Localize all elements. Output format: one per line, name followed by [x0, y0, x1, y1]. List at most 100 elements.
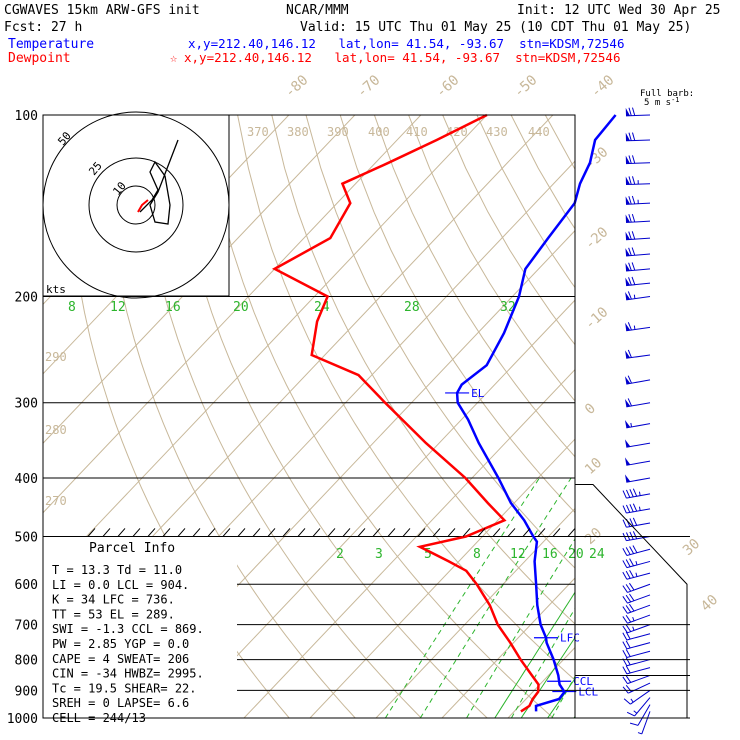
isotherm-line	[243, 368, 575, 718]
wind-barb	[624, 375, 651, 385]
dry-adiabat-label: 380	[287, 125, 309, 139]
freezing-level-hatch	[162, 528, 171, 537]
freezing-level-hatch	[372, 528, 381, 537]
hodograph-trace	[139, 139, 179, 225]
mixing-ratio-label: 28	[404, 300, 420, 315]
parcel-info-row: Tc = 19.5 SHEAR= 22.	[52, 681, 197, 695]
mixing-ratio-label: 2	[336, 547, 344, 562]
parcel-info-row: CAPE = 4 SWEAT= 206	[52, 652, 189, 666]
legend-dewpoint: Dewpoint	[8, 51, 71, 66]
mixing-ratio-label: 5	[424, 547, 432, 562]
freezing-level-hatch	[267, 528, 276, 537]
moist-adiabat-line	[520, 636, 575, 718]
wind-barb	[622, 624, 651, 634]
mixing-ratio-label: 12	[510, 547, 526, 562]
freezing-level-hatch	[537, 528, 546, 537]
freezing-level-hatch	[147, 528, 156, 537]
dry-adiabat-line	[168, 115, 488, 718]
wind-barb	[625, 231, 651, 241]
wind-barb	[623, 689, 651, 705]
mixing-ratio-line	[605, 478, 737, 718]
mixing-ratio-label: 24	[589, 547, 605, 562]
dry-adiabat-line	[305, 115, 575, 569]
isotherm-label: -20	[582, 224, 612, 253]
moist-adiabat-line	[600, 115, 740, 718]
freezing-level-hatch	[342, 528, 351, 537]
moist-adiabat-line	[653, 115, 740, 718]
wind-barb	[622, 665, 651, 675]
freezing-level-hatch	[552, 528, 561, 537]
org-title: NCAR/MMM	[286, 3, 349, 18]
freezing-level-hatch	[312, 528, 321, 537]
dry-adiabat-label: 400	[368, 125, 390, 139]
barb-note-unit: 5 m s	[644, 98, 671, 108]
wind-barb	[624, 439, 651, 448]
moist-adiabat-line	[573, 715, 575, 718]
pressure-tick-label: 600	[15, 578, 38, 593]
wind-barb	[625, 291, 651, 301]
pressure-tick-label: 700	[15, 619, 38, 634]
dry-adiabat-line	[648, 115, 740, 718]
dry-adiabat-line	[202, 115, 554, 718]
wind-barb	[624, 474, 651, 483]
freezing-level-hatch	[87, 528, 96, 537]
mixing-ratio-line	[384, 477, 540, 718]
pressure-tick-label: 400	[15, 472, 38, 487]
freezing-level-hatch	[132, 528, 141, 537]
dry-adiabat-label: 280	[45, 423, 67, 437]
wind-barb	[625, 213, 651, 223]
dry-adiabat-line	[373, 115, 575, 458]
dry-adiabat-line	[580, 115, 740, 718]
parcel-info-title: Parcel Info	[89, 541, 175, 556]
dry-adiabat-line	[510, 115, 575, 230]
wind-barb	[622, 614, 651, 624]
wind-barb	[637, 711, 651, 735]
wind-barb	[624, 398, 651, 408]
parcel-info-row: TT = 53 EL = 289.	[52, 607, 175, 621]
wind-barb	[624, 419, 651, 429]
wind-barb	[625, 262, 651, 272]
level-label-el: EL	[471, 387, 485, 400]
wind-barb	[622, 503, 651, 514]
legend-temperature: Temperature	[8, 37, 94, 52]
isotherm-label: -80	[282, 72, 312, 101]
mixing-ratio-line	[642, 478, 740, 718]
wind-barb	[626, 697, 651, 717]
wind-barb	[624, 457, 651, 466]
mixing-ratio-label: 16	[165, 300, 181, 315]
hodograph-ring-25	[88, 157, 184, 253]
mixing-ratio-label: 20	[233, 300, 249, 315]
wind-barb	[622, 558, 651, 569]
pressure-tick-label: 100	[15, 109, 38, 124]
init-time: Init: 12 UTC Wed 30 Apr 25	[517, 3, 721, 18]
freezing-level-hatch	[117, 528, 126, 537]
isotherm-label: -10	[582, 304, 612, 333]
mixing-ratio-line	[582, 478, 717, 718]
freezing-level-hatch	[402, 528, 411, 537]
isotherm-line	[177, 299, 575, 718]
pressure-tick-label: 1000	[7, 712, 38, 727]
dry-adiabat-label: 270	[45, 494, 67, 508]
freezing-level-hatch	[297, 528, 306, 537]
wind-barb	[622, 682, 651, 694]
isotherm-line	[309, 438, 575, 718]
isotherm-label: 10	[582, 455, 605, 478]
wind-barb	[622, 582, 651, 593]
parcel-info-row: LI = 0.0 LCL = 904.	[52, 578, 189, 592]
mixing-ratio-label: 8	[473, 547, 481, 562]
dry-adiabat-line	[716, 115, 740, 718]
wind-barb	[625, 176, 651, 186]
isotherm-label: -50	[511, 72, 541, 101]
mixing-ratio-label: 3	[375, 547, 383, 562]
level-label-lcl: LCL	[578, 686, 598, 699]
wind-barb	[622, 593, 651, 604]
dry-adiabat-line	[134, 115, 422, 718]
parcel-info-row: CIN = -34 HWBZ= 2995.	[52, 667, 204, 681]
wind-barb	[625, 322, 651, 332]
dry-adiabat-label: 440	[528, 125, 550, 139]
pressure-tick-label: 200	[15, 291, 38, 306]
wind-barb	[622, 657, 651, 667]
freezing-level-hatch	[282, 528, 291, 537]
